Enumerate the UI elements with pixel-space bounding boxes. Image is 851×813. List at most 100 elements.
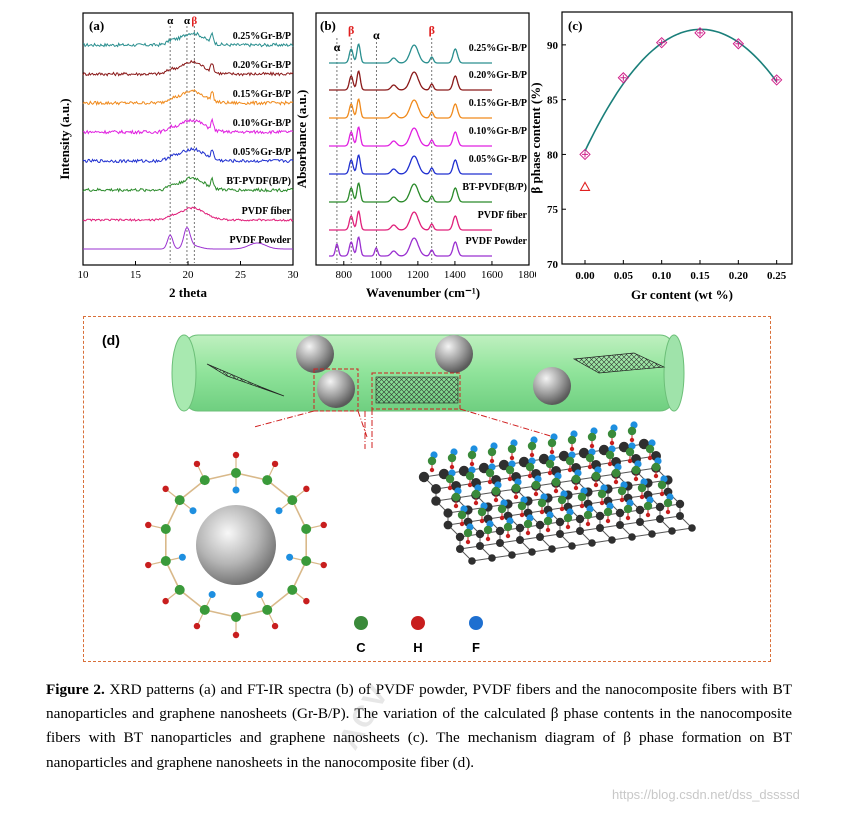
hydrogen-atom: [473, 500, 479, 506]
panel-label-a: (a): [89, 18, 104, 33]
graphene-carbon: [596, 524, 604, 532]
hydrogen-atom: [429, 467, 435, 473]
hydrogen-atom: [453, 503, 459, 509]
carbon-atom: [663, 498, 673, 508]
hydrogen-atom: [145, 521, 152, 529]
hydrogen-atom: [573, 485, 579, 491]
curve-label: PVDF Powder: [465, 236, 527, 247]
carbon-atom: [497, 504, 507, 514]
graphene-carbon: [516, 536, 524, 544]
hydrogen-atom-icon: [411, 616, 425, 630]
carbon-atom: [547, 438, 557, 448]
xrd-curves: [82, 31, 294, 250]
x-tick-label: 0.15: [690, 270, 710, 282]
xrd-curve: [82, 59, 294, 77]
x-tick-label: 0.20: [729, 270, 749, 282]
carbon-atom: [301, 556, 312, 567]
graphene-pvdf-network: [418, 421, 696, 565]
carbon-atom: [527, 441, 537, 451]
chain-bond: [235, 609, 268, 618]
graphene-carbon: [656, 515, 664, 523]
legend-label-c: C: [356, 640, 366, 655]
y-tick-label: 70: [547, 259, 559, 271]
curve-label: 0.15%Gr-B/P: [233, 89, 291, 100]
carbon-atom: [545, 459, 555, 469]
graphene-carbon: [495, 526, 505, 536]
hydrogen-atom: [447, 485, 453, 491]
graphene-carbon: [431, 496, 441, 506]
watermark-url: https://blog.csdn.net/dss_dssssd: [612, 787, 800, 802]
carbon-atom: [597, 489, 607, 499]
tick-label: 1400: [444, 269, 467, 281]
curve-label: PVDF fiber: [478, 210, 528, 221]
y-tick-label: 85: [547, 95, 559, 107]
carbon-atom-icon: [354, 616, 368, 630]
fluorine-atom: [580, 487, 588, 495]
fluorine-atom: [566, 508, 574, 516]
graphene-carbon: [475, 529, 485, 539]
figure-caption: Figure 2. XRD patterns (a) and FT-IR spe…: [46, 678, 792, 775]
fluorine-atom: [189, 507, 197, 515]
peak-marker: α: [184, 15, 191, 27]
carbon-atom: [645, 444, 655, 454]
legend-label-h: H: [413, 640, 422, 655]
hydrogen-atom: [529, 452, 535, 458]
bt-nanoparticle: [533, 367, 571, 405]
xrd-plot: (a) 0.25%Gr-B/P 0.20%Gr-B/P 0.15%Gr-B/P 0.1…: [57, 12, 299, 300]
hydrogen-atom: [467, 482, 473, 488]
curve-label: 0.20%Gr-B/P: [233, 60, 291, 71]
hydrogen-atom: [645, 512, 651, 518]
zoom-box-graphene: [371, 372, 461, 410]
chain-bond: [179, 479, 206, 501]
fluorine-atom: [450, 448, 458, 456]
graphene-carbon: [443, 508, 453, 518]
hydrogen-atom: [505, 533, 511, 539]
y-axis-label: Intensity (a.u.): [57, 98, 72, 179]
graphene-carbon: [528, 548, 536, 556]
ftir-curves: [329, 43, 492, 257]
hydrogen-atom: [320, 521, 327, 529]
hydrogen-atom: [303, 485, 310, 493]
pvdf-chain-around-bt: [145, 451, 327, 639]
graphene-carbon: [635, 505, 645, 515]
fluorine-atom: [448, 469, 456, 477]
carbon-atom: [523, 519, 533, 529]
fluorine-atom-icon: [469, 616, 483, 630]
ftir-curve: [329, 182, 492, 203]
hydrogen-atom: [553, 488, 559, 494]
tick-label: 15: [130, 269, 142, 281]
ftir-plot: (b) 0.25%Gr-B/P 0.20%Gr-B/P 0.15%Gr-B/P 0.1…: [296, 12, 536, 300]
curve-label: BT-PVDF(B/P): [462, 182, 527, 193]
graphene-carbon: [636, 518, 644, 526]
hydrogen-atom: [232, 631, 240, 639]
carbon-atom: [643, 501, 653, 511]
curve-label: 0.15%Gr-B/P: [469, 98, 527, 109]
carbon-atom: [651, 462, 661, 472]
curve-labels: 0.25%Gr-B/P 0.20%Gr-B/P 0.15%Gr-B/P 0.10%Gr…: [462, 43, 527, 247]
carbon-atom: [174, 584, 185, 595]
graphene-carbon: [568, 542, 576, 550]
graphene-carbon: [535, 520, 545, 530]
hydrogen-atom: [507, 476, 513, 482]
x-axis-label: Wavenumber (cm⁻¹): [366, 285, 480, 300]
bt-nanoparticle-zoom: [196, 505, 276, 585]
hydrogen-atom: [605, 518, 611, 524]
hydrogen-atom: [593, 482, 599, 488]
hydrogen-atom: [499, 515, 505, 521]
hydrogen-atom: [232, 451, 240, 459]
fluorine-atom: [468, 466, 476, 474]
fluorine-atom: [486, 520, 494, 528]
carbon-atom: [451, 492, 461, 502]
carbon-atom: [487, 447, 497, 457]
data-point: [579, 148, 591, 161]
carbon-atom: [199, 604, 210, 615]
x-ticks: 10 15 20 25 30: [78, 261, 299, 281]
fluorine-atom: [506, 517, 514, 525]
hydrogen-atom: [479, 518, 485, 524]
fluorine-atom: [646, 496, 654, 504]
fluorine-atom: [540, 493, 548, 501]
hydrogen-atom: [559, 506, 565, 512]
fluorine-atom: [554, 472, 562, 480]
fluorine-atom: [488, 463, 496, 471]
fluorine-atom: [474, 484, 482, 492]
